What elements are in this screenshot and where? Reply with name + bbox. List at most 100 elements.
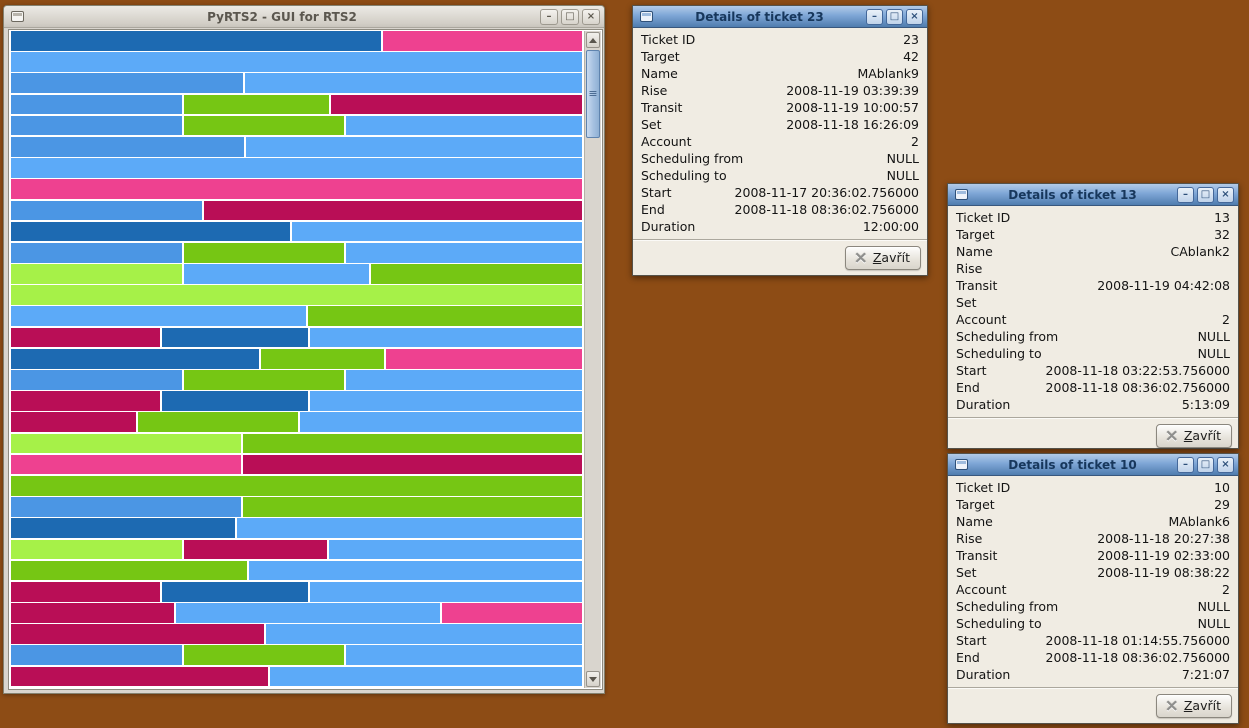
schedule-bar[interactable] <box>243 454 582 475</box>
schedule-bar[interactable] <box>11 158 582 178</box>
schedule-bar[interactable] <box>11 433 242 454</box>
schedule-bar[interactable] <box>307 306 582 327</box>
close-button[interactable]: × <box>582 8 600 25</box>
schedule-bar[interactable] <box>291 221 582 242</box>
schedule-bar[interactable] <box>184 645 344 666</box>
dialog-titlebar[interactable]: Details of ticket 10 – □ × <box>948 454 1238 476</box>
schedule-bar[interactable] <box>184 264 370 284</box>
schedule-bar[interactable] <box>203 200 582 221</box>
schedule-bar[interactable] <box>11 539 183 560</box>
minimize-button[interactable]: – <box>866 8 883 25</box>
schedule-row <box>11 242 582 263</box>
minimize-button[interactable]: – <box>1177 456 1194 473</box>
maximize-button[interactable]: □ <box>561 8 579 25</box>
schedule-bar[interactable] <box>162 327 308 348</box>
schedule-bar[interactable] <box>385 348 582 369</box>
maximize-button[interactable]: □ <box>1197 456 1214 473</box>
schedule-bar[interactable] <box>382 31 582 51</box>
schedule-bar[interactable] <box>162 581 308 602</box>
schedule-bar[interactable] <box>184 539 327 560</box>
schedule-bar[interactable] <box>309 327 582 348</box>
schedule-bar[interactable] <box>11 115 183 136</box>
schedule-row <box>11 603 582 623</box>
schedule-bar[interactable] <box>261 348 384 369</box>
schedule-bar[interactable] <box>11 518 236 538</box>
close-button[interactable]: × <box>906 8 923 25</box>
schedule-bar[interactable] <box>249 560 582 581</box>
schedule-bar[interactable] <box>243 433 582 454</box>
schedule-bar[interactable] <box>309 581 582 602</box>
schedule-bar[interactable] <box>270 666 582 687</box>
schedule-bar[interactable] <box>11 179 582 199</box>
scrollbar-thumb[interactable]: ≡ <box>586 50 600 138</box>
schedule-bar[interactable] <box>11 560 248 581</box>
schedule-bar[interactable] <box>11 348 260 369</box>
schedule-bar[interactable] <box>11 454 242 475</box>
schedule-bar[interactable] <box>345 115 582 136</box>
minimize-button[interactable]: – <box>1177 186 1194 203</box>
close-dialog-button[interactable]: × Zavřít <box>1155 694 1232 718</box>
field-value: 5:13:09 <box>1181 397 1230 412</box>
schedule-bar[interactable] <box>11 475 582 496</box>
schedule-bar[interactable] <box>11 666 269 687</box>
schedule-bar[interactable] <box>11 264 183 284</box>
scroll-up-button[interactable] <box>586 32 600 48</box>
schedule-bar[interactable] <box>11 581 161 602</box>
schedule-bar[interactable] <box>11 370 183 390</box>
schedule-bar[interactable] <box>11 31 381 51</box>
schedule-row <box>11 645 582 666</box>
maximize-button[interactable]: □ <box>886 8 903 25</box>
schedule-bar[interactable] <box>184 94 330 115</box>
schedule-bar[interactable] <box>299 412 582 433</box>
schedule-bar[interactable] <box>11 412 137 433</box>
schedule-bar[interactable] <box>11 306 306 327</box>
schedule-bar[interactable] <box>331 94 582 115</box>
close-button[interactable]: × <box>1217 186 1234 203</box>
schedule-row <box>11 200 582 221</box>
schedule-bar[interactable] <box>244 73 582 94</box>
schedule-bar[interactable] <box>176 603 440 623</box>
schedule-bar[interactable] <box>11 624 264 644</box>
schedule-bar[interactable] <box>11 94 183 115</box>
schedule-bar[interactable] <box>371 264 582 284</box>
schedule-bar[interactable] <box>265 624 582 644</box>
schedule-bar[interactable] <box>184 115 344 136</box>
schedule-bar[interactable] <box>345 370 582 390</box>
minimize-button[interactable]: – <box>540 8 558 25</box>
maximize-button[interactable]: □ <box>1197 186 1214 203</box>
schedule-bar[interactable] <box>11 645 183 666</box>
dialog-titlebar[interactable]: Details of ticket 13 – □ × <box>948 184 1238 206</box>
schedule-bar[interactable] <box>11 497 242 517</box>
schedule-bar[interactable] <box>237 518 582 538</box>
schedule-bar[interactable] <box>11 136 245 157</box>
schedule-bar[interactable] <box>328 539 582 560</box>
schedule-bar[interactable] <box>11 73 243 94</box>
main-window-content: ≡ <box>8 29 603 690</box>
schedule-bar[interactable] <box>184 242 344 263</box>
schedule-bar[interactable] <box>11 603 175 623</box>
schedule-bar[interactable] <box>246 136 582 157</box>
schedule-bar[interactable] <box>184 370 344 390</box>
schedule-bar[interactable] <box>11 242 183 263</box>
schedule-bar[interactable] <box>309 391 582 411</box>
schedule-bar[interactable] <box>11 285 582 305</box>
schedule-bar[interactable] <box>345 645 582 666</box>
schedule-bar[interactable] <box>11 200 202 221</box>
vertical-scrollbar[interactable]: ≡ <box>584 31 601 688</box>
main-window-titlebar[interactable]: PyRTS2 - GUI for RTS2 – □ × <box>4 6 604 28</box>
schedule-bar[interactable] <box>11 52 582 72</box>
close-button[interactable]: × <box>1217 456 1234 473</box>
close-dialog-button[interactable]: × Zavřít <box>1155 424 1232 448</box>
schedule-bar[interactable] <box>138 412 298 433</box>
schedule-bar[interactable] <box>243 497 582 517</box>
close-dialog-button[interactable]: × Zavřít <box>844 246 921 270</box>
close-button-label: Zavřít <box>1183 428 1221 443</box>
schedule-bar[interactable] <box>11 391 161 411</box>
schedule-bar[interactable] <box>11 221 290 242</box>
schedule-bar[interactable] <box>162 391 308 411</box>
schedule-bar[interactable] <box>11 327 161 348</box>
schedule-bar[interactable] <box>441 603 582 623</box>
schedule-bar[interactable] <box>345 242 582 263</box>
scroll-down-button[interactable] <box>586 671 600 687</box>
dialog-titlebar[interactable]: Details of ticket 23 – □ × <box>633 6 927 28</box>
